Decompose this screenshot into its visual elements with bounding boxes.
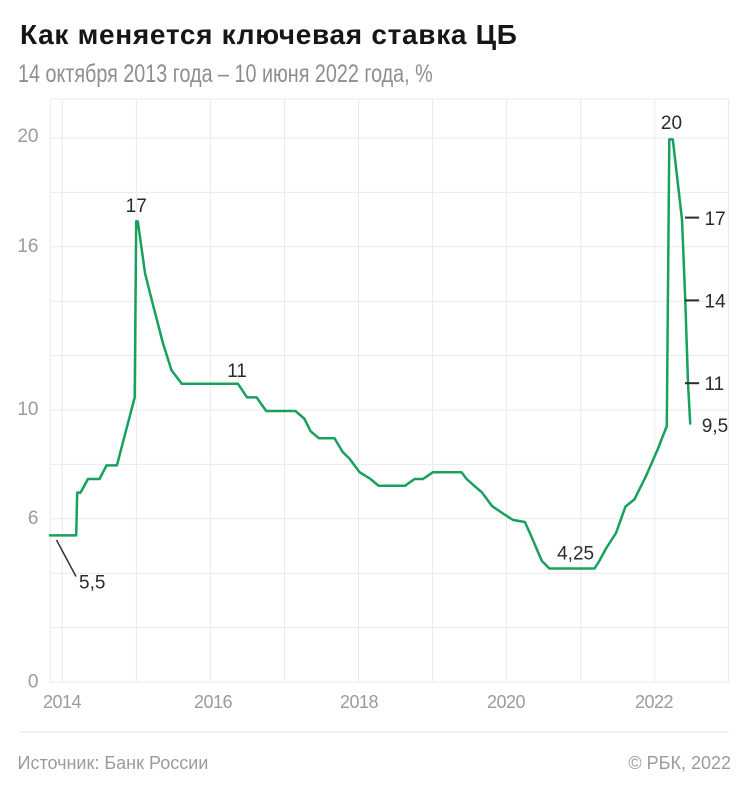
svg-text:10: 10 [17,399,38,420]
svg-text:5,5: 5,5 [79,573,105,594]
svg-text:0: 0 [28,672,39,693]
svg-text:2020: 2020 [487,692,526,712]
svg-text:9,5: 9,5 [702,416,728,437]
svg-text:11: 11 [705,374,725,395]
svg-text:11: 11 [227,361,247,382]
svg-text:4,25: 4,25 [557,544,594,565]
svg-text:2016: 2016 [194,692,233,712]
svg-text:© РБК, 2022: © РБК, 2022 [628,753,731,773]
svg-text:16: 16 [17,236,38,257]
svg-text:2018: 2018 [340,692,379,712]
svg-text:20: 20 [661,113,682,134]
svg-text:17: 17 [705,209,726,230]
svg-text:2014: 2014 [43,692,82,712]
svg-text:17: 17 [126,196,147,217]
svg-text:2022: 2022 [635,692,674,712]
svg-text:Источник: Банк России: Источник: Банк России [18,753,209,773]
svg-text:20: 20 [17,126,38,147]
svg-text:14: 14 [705,292,727,313]
svg-text:6: 6 [28,508,39,529]
